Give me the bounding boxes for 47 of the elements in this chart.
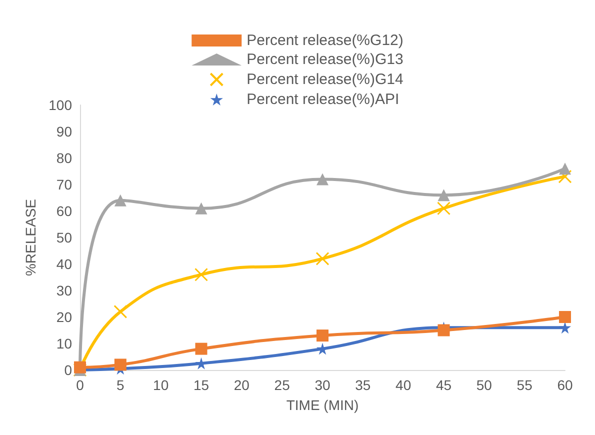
point — [316, 330, 328, 342]
point — [559, 162, 571, 175]
point — [194, 268, 208, 282]
legend-label: Percent release(%)G14 — [246, 71, 404, 88]
point — [195, 342, 208, 355]
x-tick-label: 30 — [314, 377, 330, 393]
x-tick-label: 55 — [516, 377, 533, 393]
y-tick-label: 40 — [56, 256, 72, 272]
x-tick-label: 60 — [557, 377, 573, 393]
point — [114, 194, 126, 206]
x-tick-label: 5 — [116, 377, 125, 393]
point — [316, 252, 330, 266]
x-tick-label: 25 — [274, 377, 290, 393]
legend-label: Percent release(%)G13 — [246, 51, 404, 68]
y-tick-label: 60 — [56, 203, 72, 219]
point — [316, 173, 328, 186]
point — [437, 202, 450, 216]
y-tick-label: 0 — [64, 362, 72, 378]
y-tick-label: 30 — [56, 282, 72, 298]
legend-label: Percent release(%)API — [246, 91, 400, 108]
y-tick-label: 20 — [56, 309, 72, 325]
y-tick-label: 70 — [56, 176, 72, 192]
x-tick-label: 15 — [193, 377, 210, 393]
legend-label: Percent release(%G12) — [246, 32, 404, 49]
point — [114, 358, 126, 371]
y-axis-title: %RELEASE — [22, 198, 39, 276]
x-tick-label: 50 — [476, 377, 492, 393]
x-axis-title: TIME (MIN) — [286, 397, 359, 413]
point — [195, 202, 208, 214]
y-tick-label: 90 — [56, 124, 72, 140]
x-tick-label: 0 — [76, 377, 84, 393]
x-tick-label: 40 — [396, 377, 412, 393]
y-tick-label: 80 — [56, 150, 72, 166]
x-tick-label: 20 — [234, 377, 250, 393]
x-tick-label: 45 — [436, 377, 452, 393]
y-tick-label: 10 — [56, 336, 72, 352]
point — [559, 322, 571, 334]
point — [438, 324, 450, 336]
x-tick-label: 10 — [153, 377, 169, 393]
point — [74, 361, 86, 374]
point — [559, 311, 571, 323]
y-tick-label: 100 — [48, 97, 72, 113]
x-tick-label: 35 — [355, 377, 371, 393]
point — [114, 304, 128, 318]
y-tick-label: 50 — [56, 230, 72, 246]
point — [438, 189, 450, 202]
point — [558, 170, 572, 184]
